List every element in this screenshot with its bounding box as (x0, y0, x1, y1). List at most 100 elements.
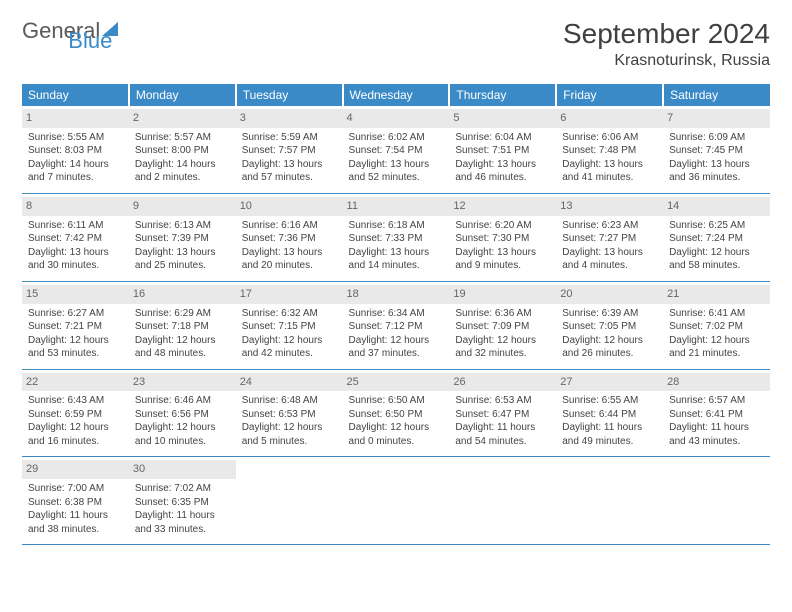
calendar-row: 8Sunrise: 6:11 AMSunset: 7:42 PMDaylight… (22, 193, 770, 281)
daylight-text: Daylight: 11 hours (669, 421, 764, 435)
daylight-text: Daylight: 12 hours (242, 421, 337, 435)
daylight-text: and 54 minutes. (455, 435, 550, 449)
day-number: 11 (343, 197, 450, 216)
calendar-cell: 10Sunrise: 6:16 AMSunset: 7:36 PMDayligh… (236, 193, 343, 281)
weekday-header: Tuesday (236, 84, 343, 106)
daylight-text: Daylight: 12 hours (349, 334, 444, 348)
sunrise-text: Sunrise: 6:29 AM (135, 307, 230, 321)
sunrise-text: Sunrise: 6:55 AM (562, 394, 657, 408)
sunrise-text: Sunrise: 6:20 AM (455, 219, 550, 233)
sunrise-text: Sunrise: 6:02 AM (349, 131, 444, 145)
calendar-cell: 24Sunrise: 6:48 AMSunset: 6:53 PMDayligh… (236, 369, 343, 457)
sunrise-text: Sunrise: 6:23 AM (562, 219, 657, 233)
weekday-header: Friday (556, 84, 663, 106)
sunrise-text: Sunrise: 6:13 AM (135, 219, 230, 233)
daylight-text: and 21 minutes. (669, 347, 764, 361)
day-number: 2 (129, 109, 236, 128)
sunset-text: Sunset: 7:18 PM (135, 320, 230, 334)
day-number: 10 (236, 197, 343, 216)
daylight-text: Daylight: 14 hours (135, 158, 230, 172)
calendar-cell: 21Sunrise: 6:41 AMSunset: 7:02 PMDayligh… (663, 281, 770, 369)
calendar-row: 22Sunrise: 6:43 AMSunset: 6:59 PMDayligh… (22, 369, 770, 457)
page-title: September 2024 (563, 18, 770, 50)
daylight-text: Daylight: 13 hours (349, 246, 444, 260)
sunset-text: Sunset: 7:12 PM (349, 320, 444, 334)
calendar-cell: 13Sunrise: 6:23 AMSunset: 7:27 PMDayligh… (556, 193, 663, 281)
sunrise-text: Sunrise: 6:04 AM (455, 131, 550, 145)
daylight-text: Daylight: 14 hours (28, 158, 123, 172)
weekday-header: Thursday (449, 84, 556, 106)
calendar-cell (449, 457, 556, 545)
sunset-text: Sunset: 7:45 PM (669, 144, 764, 158)
sunrise-text: Sunrise: 5:55 AM (28, 131, 123, 145)
sunrise-text: Sunrise: 7:02 AM (135, 482, 230, 496)
calendar-cell: 6Sunrise: 6:06 AMSunset: 7:48 PMDaylight… (556, 106, 663, 193)
daylight-text: Daylight: 11 hours (135, 509, 230, 523)
daylight-text: Daylight: 13 hours (349, 158, 444, 172)
daylight-text: and 38 minutes. (28, 523, 123, 537)
sunrise-text: Sunrise: 7:00 AM (28, 482, 123, 496)
daylight-text: Daylight: 13 hours (135, 246, 230, 260)
daylight-text: Daylight: 12 hours (455, 334, 550, 348)
sunrise-text: Sunrise: 6:34 AM (349, 307, 444, 321)
sunrise-text: Sunrise: 6:25 AM (669, 219, 764, 233)
sunrise-text: Sunrise: 6:16 AM (242, 219, 337, 233)
daylight-text: and 41 minutes. (562, 171, 657, 185)
sunset-text: Sunset: 6:47 PM (455, 408, 550, 422)
calendar-cell: 14Sunrise: 6:25 AMSunset: 7:24 PMDayligh… (663, 193, 770, 281)
sunset-text: Sunset: 7:05 PM (562, 320, 657, 334)
day-number: 7 (663, 109, 770, 128)
sunset-text: Sunset: 6:59 PM (28, 408, 123, 422)
daylight-text: and 32 minutes. (455, 347, 550, 361)
daylight-text: and 7 minutes. (28, 171, 123, 185)
sunset-text: Sunset: 6:38 PM (28, 496, 123, 510)
day-number: 19 (449, 285, 556, 304)
day-number: 4 (343, 109, 450, 128)
daylight-text: and 20 minutes. (242, 259, 337, 273)
sunset-text: Sunset: 6:35 PM (135, 496, 230, 510)
daylight-text: and 30 minutes. (28, 259, 123, 273)
day-number: 30 (129, 460, 236, 479)
sunset-text: Sunset: 7:24 PM (669, 232, 764, 246)
sunrise-text: Sunrise: 6:46 AM (135, 394, 230, 408)
calendar-cell (343, 457, 450, 545)
location-label: Krasnoturinsk, Russia (563, 52, 770, 70)
calendar-cell: 20Sunrise: 6:39 AMSunset: 7:05 PMDayligh… (556, 281, 663, 369)
sunset-text: Sunset: 7:39 PM (135, 232, 230, 246)
day-number: 26 (449, 373, 556, 392)
calendar-cell: 28Sunrise: 6:57 AMSunset: 6:41 PMDayligh… (663, 369, 770, 457)
daylight-text: and 37 minutes. (349, 347, 444, 361)
daylight-text: and 25 minutes. (135, 259, 230, 273)
sunset-text: Sunset: 7:36 PM (242, 232, 337, 246)
calendar-cell: 5Sunrise: 6:04 AMSunset: 7:51 PMDaylight… (449, 106, 556, 193)
day-number: 15 (22, 285, 129, 304)
weekday-header: Wednesday (343, 84, 450, 106)
day-number: 27 (556, 373, 663, 392)
daylight-text: and 49 minutes. (562, 435, 657, 449)
weekday-header-row: Sunday Monday Tuesday Wednesday Thursday… (22, 84, 770, 106)
calendar-cell: 18 Sunrise: 6:34 AMSunset: 7:12 PMDayligh… (343, 281, 450, 369)
daylight-text: and 2 minutes. (135, 171, 230, 185)
calendar-cell: 9Sunrise: 6:13 AMSunset: 7:39 PMDaylight… (129, 193, 236, 281)
sunrise-text: Sunrise: 6:43 AM (28, 394, 123, 408)
sunrise-text: Sunrise: 5:57 AM (135, 131, 230, 145)
sunset-text: Sunset: 7:48 PM (562, 144, 657, 158)
sunrise-text: Sunrise: 6:48 AM (242, 394, 337, 408)
sunset-text: Sunset: 7:02 PM (669, 320, 764, 334)
weekday-header: Monday (129, 84, 236, 106)
sunset-text: Sunset: 8:00 PM (135, 144, 230, 158)
logo: General Blue (22, 18, 166, 44)
day-number: 14 (663, 197, 770, 216)
day-number: 18 (343, 285, 450, 304)
sunrise-text: Sunrise: 6:06 AM (562, 131, 657, 145)
daylight-text: and 10 minutes. (135, 435, 230, 449)
day-number: 20 (556, 285, 663, 304)
daylight-text: Daylight: 13 hours (242, 158, 337, 172)
daylight-text: and 5 minutes. (242, 435, 337, 449)
daylight-text: and 43 minutes. (669, 435, 764, 449)
daylight-text: and 26 minutes. (562, 347, 657, 361)
daylight-text: and 0 minutes. (349, 435, 444, 449)
daylight-text: Daylight: 11 hours (455, 421, 550, 435)
calendar-table: Sunday Monday Tuesday Wednesday Thursday… (22, 84, 770, 545)
sunset-text: Sunset: 6:44 PM (562, 408, 657, 422)
